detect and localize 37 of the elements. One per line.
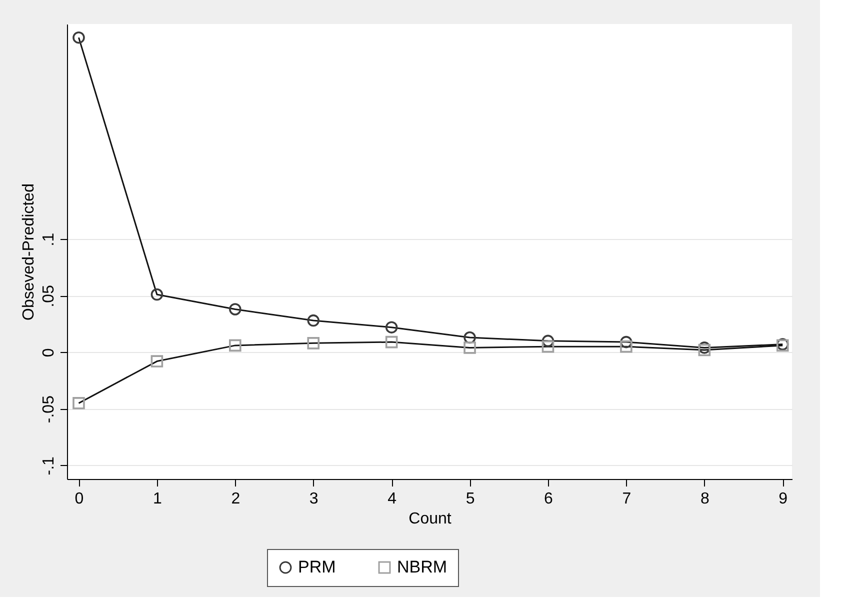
point [464,342,476,354]
x-tick-label: 5 [466,490,475,508]
point [307,337,320,350]
y-tick-label: 0 [40,348,58,358]
point [464,331,476,344]
x-tick-label: 8 [700,490,710,508]
y-tick-label: -.05 [40,395,58,424]
legend-label: NBRM [397,558,448,577]
point [150,288,164,301]
x-tick-label: 4 [388,490,397,508]
x-tick-label: 7 [622,490,632,508]
point [72,31,85,44]
point [620,340,632,353]
x-tick-label: 3 [309,490,318,508]
point [229,339,242,352]
x-axis-title: Count [408,510,452,528]
point [150,355,164,368]
x-tick-label: 9 [778,490,788,508]
y-tick-label: -.1 [40,456,58,476]
legend-label: PRM [298,558,336,577]
x-tick-label: 6 [544,490,554,508]
point [620,336,632,348]
point [385,321,398,334]
point [385,336,398,348]
point [698,342,711,354]
x-tick-label: 1 [152,490,162,508]
point [542,334,554,348]
y-axis-title: Obseved-Predicted [20,184,38,320]
point [307,314,320,327]
point [72,397,85,410]
y-tick-label: .1 [40,232,58,246]
point [698,344,711,356]
x-tick-label: 0 [74,490,84,508]
point [542,340,554,353]
point [229,303,242,316]
y-tick-label: .05 [40,284,58,308]
x-tick-label: 2 [231,490,240,508]
